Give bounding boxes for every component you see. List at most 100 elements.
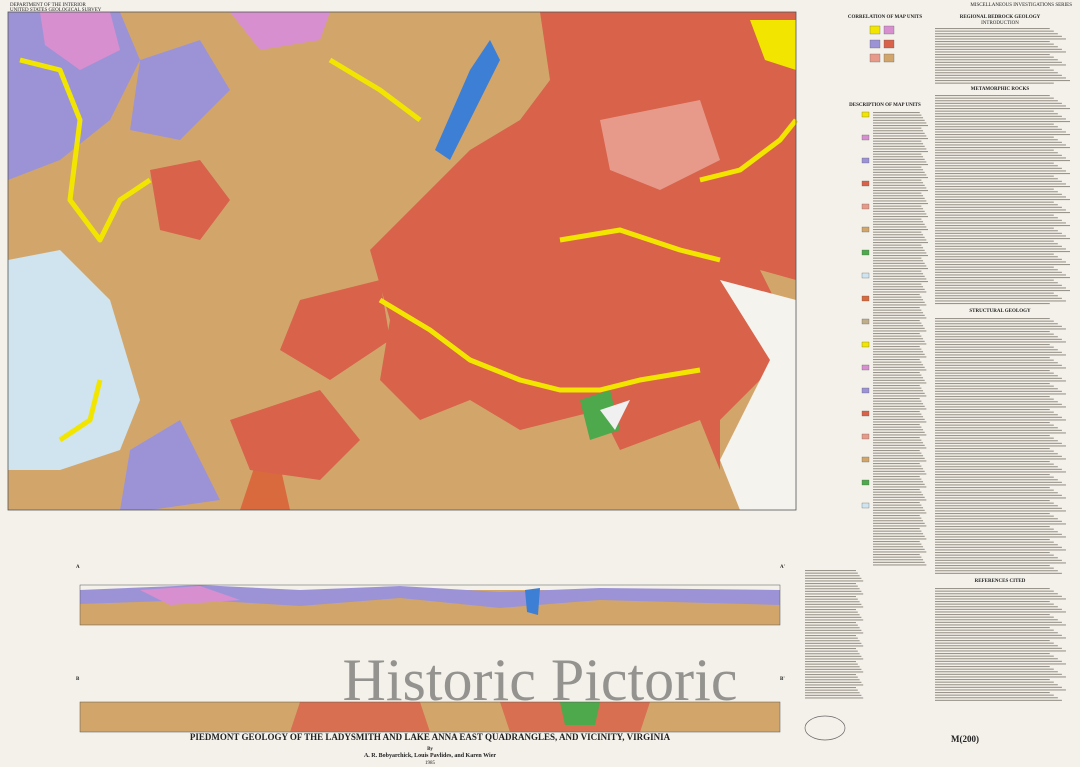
text-line xyxy=(935,645,1058,647)
text-line xyxy=(873,182,924,184)
text-line xyxy=(873,208,924,210)
text-line xyxy=(935,152,1058,154)
correlation-box xyxy=(883,25,895,35)
text-line xyxy=(873,499,927,501)
text-line xyxy=(805,684,864,686)
text-line xyxy=(873,398,920,400)
text-line xyxy=(873,437,920,439)
text-line xyxy=(805,674,856,676)
text-line xyxy=(935,256,1058,258)
text-line xyxy=(873,442,924,444)
text-line xyxy=(873,392,925,394)
text-line xyxy=(873,255,928,257)
text-line xyxy=(873,278,927,280)
text-line xyxy=(873,190,928,192)
text-line xyxy=(935,481,1062,483)
authors: A. R. Bobyarchick, Louis Pavlides, and K… xyxy=(364,753,496,759)
text-line xyxy=(935,562,1066,564)
heading: METAMORPHIC ROCKS xyxy=(971,87,1030,92)
text-line xyxy=(873,322,922,324)
text-line xyxy=(873,145,925,147)
text-line xyxy=(873,174,927,176)
text-line xyxy=(935,676,1066,678)
text-line xyxy=(935,165,1058,167)
text-line xyxy=(805,694,862,696)
text-line xyxy=(935,139,1058,141)
text-line xyxy=(873,260,924,262)
text-line xyxy=(935,277,1070,279)
text-line xyxy=(873,494,924,496)
text-line xyxy=(935,147,1070,149)
text-line xyxy=(935,437,1054,439)
alluvium xyxy=(19,57,798,443)
text-line xyxy=(935,48,1062,50)
text-line xyxy=(935,500,1050,502)
unit-pink xyxy=(40,12,120,70)
text-line xyxy=(873,286,924,288)
text-line xyxy=(873,421,927,423)
text-line xyxy=(805,668,862,670)
text-line xyxy=(935,328,1066,330)
text-line xyxy=(935,471,1066,473)
text-line xyxy=(873,156,924,158)
text-line xyxy=(935,178,1058,180)
text-line xyxy=(935,458,1066,460)
correlation-box xyxy=(869,25,881,35)
text-line xyxy=(935,572,1062,574)
text-line xyxy=(935,264,1070,266)
text-line xyxy=(873,538,927,540)
text-line xyxy=(935,692,1050,694)
text-line xyxy=(805,648,856,650)
text-line xyxy=(873,366,925,368)
text-line xyxy=(873,164,928,166)
text-line xyxy=(935,183,1066,185)
text-line xyxy=(935,461,1050,463)
text-line xyxy=(935,186,1070,188)
text-line xyxy=(935,282,1058,284)
text-line xyxy=(935,528,1054,530)
text-line xyxy=(935,61,1062,63)
text-line xyxy=(935,401,1058,403)
text-line xyxy=(805,642,862,644)
unit-salmon xyxy=(600,100,720,190)
text-line xyxy=(935,318,1050,320)
text-line xyxy=(935,123,1054,125)
text-line xyxy=(805,611,858,613)
text-line xyxy=(935,303,1050,305)
text-line xyxy=(935,180,1062,182)
text-line xyxy=(935,113,1058,115)
text-line xyxy=(935,653,1050,655)
legend-swatch xyxy=(861,387,870,394)
text-line xyxy=(935,170,1066,172)
text-line xyxy=(873,127,922,129)
text-line xyxy=(805,627,860,629)
text-line xyxy=(873,114,922,116)
text-line xyxy=(935,126,1058,128)
text-line xyxy=(805,629,862,631)
text-line xyxy=(935,292,1054,294)
text-line xyxy=(935,157,1066,159)
text-line xyxy=(805,580,864,582)
text-line xyxy=(805,637,858,639)
text-line xyxy=(873,395,927,397)
text-line xyxy=(873,452,922,454)
text-line xyxy=(873,252,927,254)
text-line xyxy=(935,214,1054,216)
text-line xyxy=(873,478,922,480)
text-line xyxy=(873,301,925,303)
legend-swatch xyxy=(861,249,870,256)
text-line xyxy=(935,191,1058,193)
text-line xyxy=(873,418,925,420)
text-line xyxy=(935,131,1066,133)
text-line xyxy=(935,54,1050,56)
text-line xyxy=(873,551,927,553)
text-line xyxy=(873,135,927,137)
text-line xyxy=(805,655,862,657)
text-line xyxy=(935,290,1070,292)
text-line xyxy=(873,431,925,433)
text-line xyxy=(935,370,1050,372)
text-line xyxy=(805,585,858,587)
text-line xyxy=(935,427,1058,429)
heading: INTRODUCTION xyxy=(981,21,1019,26)
heading: DESCRIPTION OF MAP UNITS xyxy=(849,103,921,108)
